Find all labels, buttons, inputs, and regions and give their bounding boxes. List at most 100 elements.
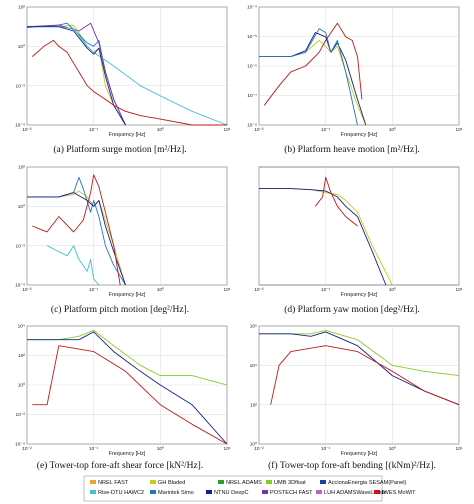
y-tick-label: 10² xyxy=(18,353,25,359)
chart-panel-1: 10⁻⁸ 10⁻⁷ 10⁻⁶ 10⁻⁵ 10⁻⁴ 10⁻² 10⁻¹ 10⁰ 10¹ Freque… xyxy=(247,5,463,138)
legend-item: GH Bladed xyxy=(150,480,185,486)
x-tick-label: 10⁻¹ xyxy=(89,287,99,293)
y-tick-label: 10⁰ xyxy=(18,204,25,210)
legend-swatch xyxy=(374,490,380,494)
plot-area xyxy=(258,166,460,286)
y-tick-label: 10⁻⁵ xyxy=(247,34,257,40)
y-tick-label: 10² xyxy=(250,402,257,408)
y-tick-label: 10⁻² xyxy=(16,412,26,418)
legend-label: GH Bladed xyxy=(158,480,185,486)
legend-swatch xyxy=(262,490,268,494)
x-tick-label: 10⁰ xyxy=(157,127,164,133)
legend-label: NTNU DeepC xyxy=(214,490,249,496)
series-line xyxy=(32,174,121,286)
y-tick-label: 10⁰ xyxy=(18,383,25,389)
series-line xyxy=(259,331,460,406)
legend-label: POSTECH FAST xyxy=(270,490,313,496)
y-tick-label: 10⁻² xyxy=(16,83,26,89)
legend-item: NTNU DeepC xyxy=(206,490,249,496)
series-line xyxy=(27,192,126,286)
x-axis-label: Frequency [Hz] xyxy=(341,292,378,298)
caption-c: (c) Platform pitch motion [deg²/Hz]. xyxy=(51,304,189,315)
x-tick-label: 10⁰ xyxy=(389,287,396,293)
legend-swatch xyxy=(316,490,322,494)
y-tick-label: 10⁻² xyxy=(16,243,26,249)
caption-f: (f) Tower-top fore-aft bending [(kNm)²/H… xyxy=(268,460,436,471)
plot-area xyxy=(26,6,228,126)
x-tick-label: 10⁻¹ xyxy=(321,127,331,133)
x-tick-label: 10⁻¹ xyxy=(89,446,99,452)
y-tick-label: 10⁻⁴ xyxy=(15,283,25,289)
series-line xyxy=(27,329,228,386)
legend-swatch xyxy=(218,480,224,484)
legend-label: AccionaEnergia SESAM(Panel) xyxy=(328,480,406,486)
x-tick-label: 10⁰ xyxy=(157,287,164,293)
chart-panel-3: 10⁻² 10⁻¹ 10⁰ 10¹ Frequency [Hz] xyxy=(254,166,463,298)
x-axis-label: Frequency [Hz] xyxy=(109,292,146,298)
x-tick-label: 10¹ xyxy=(456,446,463,452)
legend-box: NREL FAST GH Bladed NREL ADAMS UMB 3Dfloat A… xyxy=(83,475,416,502)
y-tick-label: 10² xyxy=(18,165,25,171)
chart-panel-5: 10⁰ 10² 10⁴ 10⁶ 10⁻² 10⁻¹ 10⁰ 10¹ Frequency [Hz] xyxy=(250,324,463,457)
x-tick-label: 10⁻² xyxy=(22,127,32,133)
legend-label: UMB 3Dfloat xyxy=(274,480,306,486)
legend-item: NREL FAST xyxy=(90,480,129,486)
legend-item: LUH ADAMSWaveLoads xyxy=(316,490,386,496)
legend-item: IWES MoWiT xyxy=(374,490,416,496)
y-tick-label: 10⁻⁷ xyxy=(247,93,257,99)
legend-label: NREL ADAMS xyxy=(226,480,262,486)
x-tick-label: 10¹ xyxy=(224,127,231,133)
series-line xyxy=(32,345,228,445)
series-line xyxy=(314,176,358,227)
x-tick-label: 10⁻¹ xyxy=(321,446,331,452)
series-line xyxy=(259,28,358,126)
series-line xyxy=(263,22,363,106)
legend-swatch xyxy=(320,480,326,484)
caption-a: (a) Platform surge motion [m²/Hz]. xyxy=(53,144,186,155)
legend-label: Rise-DTU HAWC2 xyxy=(98,490,144,496)
legend-item: POSTECH FAST xyxy=(262,490,313,496)
legend-swatch xyxy=(90,480,96,484)
y-tick-label: 10² xyxy=(18,5,25,11)
legend-label: Marintek Simo xyxy=(158,490,194,496)
caption-d: (d) Platform yaw motion [deg²/Hz]. xyxy=(284,304,420,315)
series-line xyxy=(259,32,367,126)
x-tick-label: 10⁰ xyxy=(157,446,164,452)
y-tick-label: 10⁰ xyxy=(18,44,25,50)
x-tick-label: 10¹ xyxy=(456,287,463,293)
series-line xyxy=(26,22,126,126)
x-tick-label: 10⁻² xyxy=(22,287,32,293)
series-line xyxy=(270,345,460,406)
x-tick-label: 10⁻² xyxy=(254,127,264,133)
x-axis-label: Frequency [Hz] xyxy=(109,132,146,138)
series-line xyxy=(27,26,228,126)
caption-group: (a) Platform surge motion [m²/Hz]. (b) P… xyxy=(37,144,436,471)
x-tick-label: 10⁻¹ xyxy=(321,287,331,293)
legend-swatch xyxy=(150,490,156,494)
legend-label: LUH ADAMSWaveLoads xyxy=(324,490,386,496)
y-tick-label: 10⁻⁸ xyxy=(247,123,257,129)
series-line xyxy=(32,39,227,126)
y-tick-label: 10⁴ xyxy=(250,363,257,369)
legend-item: UMB 3Dfloat xyxy=(266,480,306,486)
caption-b: (b) Platform heave motion [m²/Hz]. xyxy=(284,144,420,155)
legend-swatch xyxy=(266,480,272,484)
x-tick-label: 10⁰ xyxy=(389,127,396,133)
x-tick-label: 10⁻² xyxy=(254,446,264,452)
y-tick-label: 10⁻⁴ xyxy=(15,123,25,129)
x-axis-label: Frequency [Hz] xyxy=(341,132,378,138)
x-tick-label: 10¹ xyxy=(224,287,231,293)
y-tick-label: 10⁰ xyxy=(250,442,257,448)
x-tick-label: 10⁰ xyxy=(389,446,396,452)
legend-label: IWES MoWiT xyxy=(382,490,416,496)
x-tick-label: 10⁻² xyxy=(254,287,264,293)
y-tick-label: 10⁴ xyxy=(18,324,25,330)
plot-area xyxy=(258,325,460,445)
legend-swatch xyxy=(150,480,156,484)
y-tick-label: 10⁶ xyxy=(250,324,257,330)
series-line xyxy=(27,190,126,286)
